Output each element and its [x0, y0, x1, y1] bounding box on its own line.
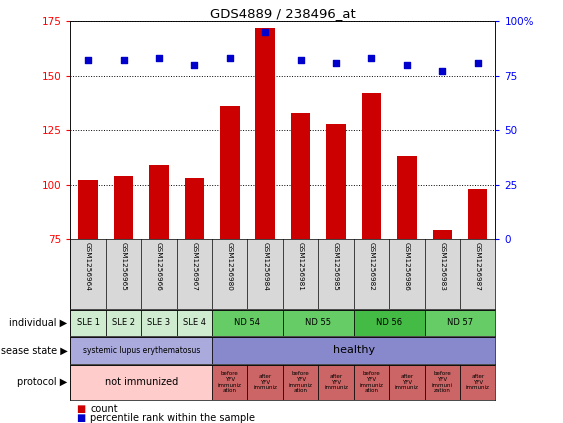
Point: [332, 59, 341, 66]
Text: count: count: [90, 404, 118, 414]
Bar: [432, 230, 452, 239]
Bar: [248, 365, 283, 400]
Text: GSM1256984: GSM1256984: [262, 242, 268, 291]
Bar: [106, 310, 141, 336]
Point: [225, 55, 234, 62]
Text: GSM1256966: GSM1256966: [156, 242, 162, 291]
Point: [83, 57, 92, 64]
Bar: [354, 365, 389, 400]
Text: GSM1256980: GSM1256980: [227, 242, 233, 291]
Bar: [389, 365, 425, 400]
Bar: [283, 365, 318, 400]
Text: ND 57: ND 57: [447, 319, 473, 327]
Text: GSM1256965: GSM1256965: [120, 242, 127, 291]
Text: after
YFV
immuniz: after YFV immuniz: [253, 374, 277, 390]
Bar: [318, 365, 354, 400]
Text: after
YFV
immuniz: after YFV immuniz: [324, 374, 348, 390]
Text: SLE 3: SLE 3: [148, 319, 171, 327]
Bar: [185, 178, 204, 239]
Bar: [212, 337, 495, 364]
Point: [367, 55, 376, 62]
Text: GSM1256967: GSM1256967: [191, 242, 198, 291]
Text: before
YFV
immuniz
ation: before YFV immuniz ation: [289, 371, 312, 393]
Text: healthy: healthy: [333, 346, 375, 355]
Bar: [212, 310, 283, 336]
Text: GSM1256982: GSM1256982: [368, 242, 374, 291]
Bar: [354, 310, 425, 336]
Bar: [220, 106, 239, 239]
Text: before
YFV
immuniz
ation: before YFV immuniz ation: [218, 371, 242, 393]
Text: GSM1256983: GSM1256983: [439, 242, 445, 291]
Text: not immunized: not immunized: [105, 377, 178, 387]
Text: GSM1256986: GSM1256986: [404, 242, 410, 291]
Text: GSM1256964: GSM1256964: [85, 242, 91, 291]
Text: protocol ▶: protocol ▶: [17, 377, 68, 387]
Text: individual ▶: individual ▶: [10, 318, 68, 328]
Bar: [283, 310, 354, 336]
Bar: [361, 93, 381, 239]
Text: after
YFV
immuniz: after YFV immuniz: [466, 374, 490, 390]
Bar: [177, 310, 212, 336]
Bar: [78, 180, 98, 239]
Bar: [212, 365, 248, 400]
Point: [261, 29, 270, 36]
Bar: [425, 365, 460, 400]
Bar: [425, 310, 495, 336]
Point: [438, 68, 447, 74]
Text: before
YFV
immuni
zation: before YFV immuni zation: [432, 371, 453, 393]
Text: ND 54: ND 54: [234, 319, 261, 327]
Text: SLE 2: SLE 2: [112, 319, 135, 327]
Point: [403, 61, 412, 68]
Point: [190, 61, 199, 68]
Text: after
YFV
immuniz: after YFV immuniz: [395, 374, 419, 390]
Text: ■: ■: [76, 404, 85, 414]
Text: disease state ▶: disease state ▶: [0, 346, 68, 355]
Bar: [468, 189, 488, 239]
Bar: [291, 113, 310, 239]
Bar: [460, 365, 495, 400]
Point: [154, 55, 163, 62]
Bar: [70, 365, 212, 400]
Text: GSM1256985: GSM1256985: [333, 242, 339, 291]
Title: GDS4889 / 238496_at: GDS4889 / 238496_at: [210, 7, 356, 20]
Text: before
YFV
immuniz
ation: before YFV immuniz ation: [360, 371, 383, 393]
Bar: [114, 176, 133, 239]
Text: systemic lupus erythematosus: systemic lupus erythematosus: [83, 346, 200, 355]
Point: [296, 57, 305, 64]
Point: [119, 57, 128, 64]
Point: [473, 59, 482, 66]
Text: GSM1256987: GSM1256987: [475, 242, 481, 291]
Bar: [397, 156, 417, 239]
Text: SLE 4: SLE 4: [183, 319, 206, 327]
Bar: [256, 27, 275, 239]
Text: ■: ■: [76, 412, 85, 423]
Bar: [149, 165, 169, 239]
Bar: [70, 310, 106, 336]
Text: percentile rank within the sample: percentile rank within the sample: [90, 412, 255, 423]
Text: GSM1256981: GSM1256981: [298, 242, 303, 291]
Bar: [70, 337, 212, 364]
Text: ND 56: ND 56: [376, 319, 402, 327]
Bar: [327, 124, 346, 239]
Text: SLE 1: SLE 1: [77, 319, 100, 327]
Text: ND 55: ND 55: [305, 319, 332, 327]
Bar: [141, 310, 177, 336]
